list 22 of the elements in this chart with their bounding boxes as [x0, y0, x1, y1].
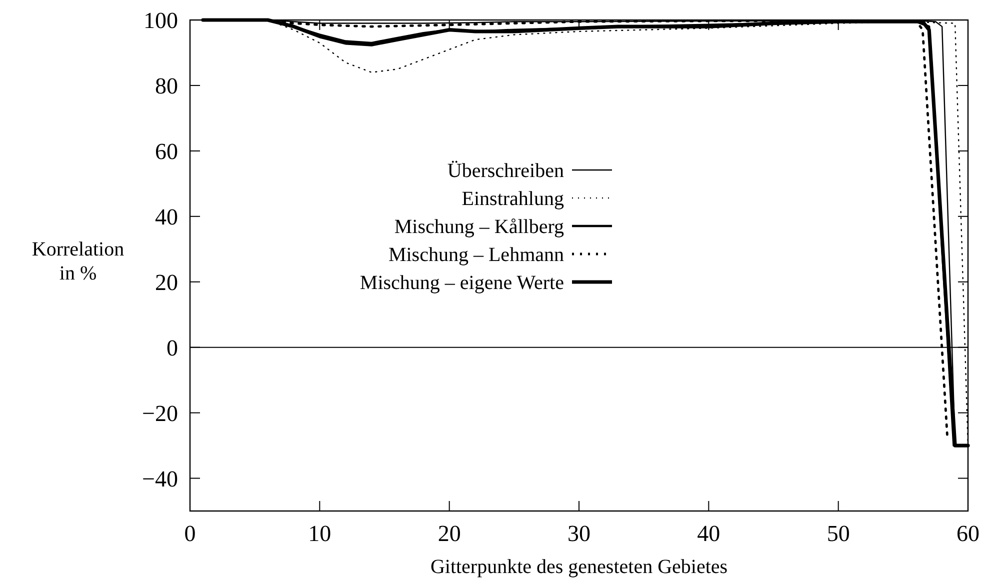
x-tick-label: 40 [697, 521, 720, 546]
x-tick-label: 20 [438, 521, 461, 546]
y-tick-label: −20 [142, 400, 178, 426]
x-tick-label: 10 [308, 521, 332, 546]
x-tick-label: 0 [184, 521, 196, 546]
legend-label: Überschreiben [447, 160, 564, 182]
x-axis-title: Gitterpunkte des genesteten Gebietes [430, 556, 728, 578]
legend-label: Mischung – Lehmann [388, 244, 564, 266]
y-tick-label: 0 [166, 335, 178, 360]
x-tick-label: 60 [956, 521, 980, 546]
legend-label: Mischung – Kållberg [394, 216, 564, 238]
y-axis-title: Korrelation in % [32, 238, 124, 284]
y-tick-label: 100 [144, 8, 178, 34]
y-tick-label: 40 [155, 204, 178, 230]
legend-label: Einstrahlung [462, 188, 564, 210]
y-tick-label: 20 [155, 270, 178, 295]
y-tick-label: 60 [155, 138, 178, 164]
x-tick-label: 50 [826, 521, 850, 546]
y-tick-label: 80 [155, 74, 178, 99]
legend-label: Mischung – eigene Werte [360, 272, 564, 294]
x-tick-label: 30 [568, 521, 590, 546]
y-tick-label: −40 [142, 466, 178, 492]
